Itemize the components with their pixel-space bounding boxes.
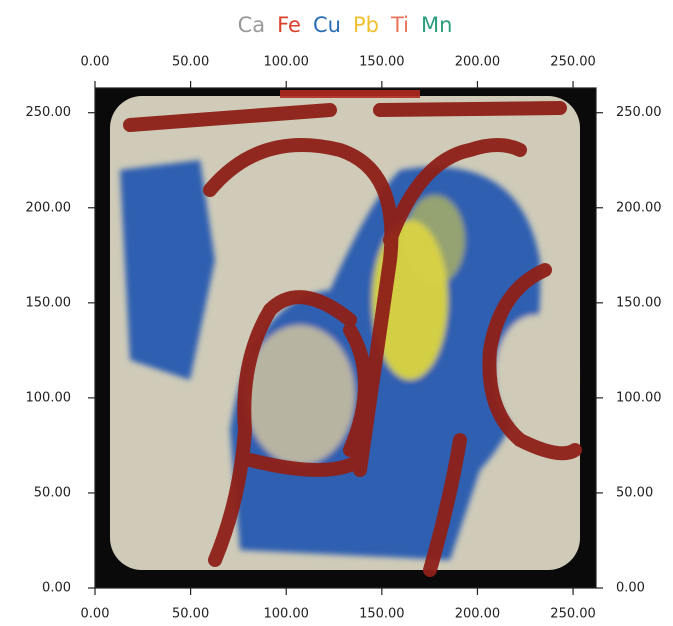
legend: Ca Fe Cu Pb Ti Mn bbox=[238, 13, 453, 37]
y-tick-label: 250.00 bbox=[26, 105, 72, 120]
y-tick-label: 200.00 bbox=[26, 200, 72, 215]
x-tick-label: 150.00 bbox=[359, 607, 405, 622]
y-tick-label: 100.00 bbox=[616, 390, 662, 405]
x-tick-label: 50.00 bbox=[172, 607, 209, 622]
y-tick-label: 50.00 bbox=[616, 485, 653, 500]
element-map bbox=[95, 88, 596, 588]
x-tick-label: 100.00 bbox=[263, 607, 309, 622]
legend-entry: Cu bbox=[313, 13, 341, 37]
y-tick-label: 150.00 bbox=[616, 295, 662, 310]
x-tick-label: 0.00 bbox=[81, 607, 110, 622]
x-tick-label: 100.00 bbox=[263, 55, 309, 70]
legend-entry: Ti bbox=[390, 13, 409, 37]
y-tick-label: 50.00 bbox=[34, 485, 71, 500]
x-tick-label: 250.00 bbox=[550, 607, 596, 622]
x-tick-label: 50.00 bbox=[172, 55, 209, 70]
x-tick-label: 150.00 bbox=[359, 55, 405, 70]
x-tick-label: 0.00 bbox=[81, 55, 110, 70]
y-tick-label: 100.00 bbox=[26, 390, 72, 405]
chart: Ca Fe Cu Pb Ti Mn 0.00 0.00 50.00 50.00 100.00 100… bbox=[0, 0, 673, 626]
y-tick-label: 150.00 bbox=[26, 295, 72, 310]
legend-entry: Fe bbox=[277, 13, 301, 37]
y-tick-label: 0.00 bbox=[616, 581, 645, 596]
x-tick-label: 200.00 bbox=[455, 55, 501, 70]
x-tick-label: 250.00 bbox=[550, 55, 596, 70]
legend-entry: Ca bbox=[238, 13, 266, 37]
x-tick-label: 200.00 bbox=[455, 607, 501, 622]
legend-entry: Mn bbox=[421, 13, 452, 37]
legend-entry: Pb bbox=[353, 13, 379, 37]
y-tick-label: 250.00 bbox=[616, 105, 662, 120]
y-tick-label: 0.00 bbox=[42, 581, 71, 596]
y-tick-label: 200.00 bbox=[616, 200, 662, 215]
